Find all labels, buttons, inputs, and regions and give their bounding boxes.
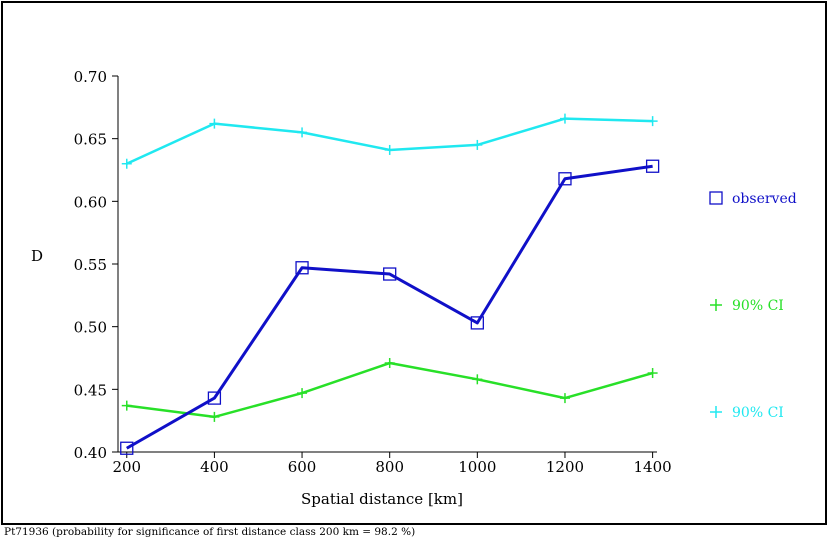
x-tick-label: 1400	[634, 458, 672, 476]
series-line	[126, 117, 653, 165]
legend-label: observed	[732, 191, 797, 207]
y-tick-label: 0.45	[74, 381, 107, 399]
chart-frame: 0.40 0.45 0.50 0.55 0.60 0.65 0.70 200 400 600 800…	[1, 1, 827, 525]
legend-marker	[710, 299, 722, 311]
y-tick-label: 0.70	[74, 68, 107, 86]
series-line	[126, 361, 653, 419]
legend-marker	[709, 191, 723, 205]
data-point	[209, 118, 220, 129]
data-point	[559, 393, 570, 404]
x-tick-label: 200	[112, 458, 141, 476]
series-line	[126, 164, 653, 450]
data-point	[297, 127, 308, 138]
data-point	[559, 113, 570, 124]
x-axis-label: Spatial distance [km]	[301, 490, 463, 508]
data-point	[297, 388, 308, 399]
data-point	[121, 400, 132, 411]
data-point	[120, 441, 134, 455]
x-tick-label: 800	[375, 458, 404, 476]
data-point	[645, 159, 660, 173]
chart-series	[120, 113, 660, 455]
data-point	[647, 368, 658, 379]
chart-axes: 0.40 0.45 0.50 0.55 0.60 0.65 0.70 200 400 600 800…	[74, 68, 672, 476]
x-tick-label: 1000	[458, 458, 496, 476]
x-tick-label: 1200	[546, 458, 584, 476]
data-point	[207, 391, 222, 405]
data-point	[472, 374, 483, 385]
legend-label: 90% CI	[732, 298, 784, 314]
data-point	[209, 411, 220, 422]
legend-marker	[710, 406, 722, 418]
data-point	[647, 116, 658, 127]
data-point	[121, 158, 132, 169]
data-point	[384, 358, 395, 369]
chart-legend: observed 90% CI 90% CI	[709, 191, 797, 421]
data-point	[472, 139, 483, 150]
y-axis-label: D	[31, 247, 43, 265]
data-point	[470, 316, 484, 330]
data-point	[295, 261, 309, 275]
y-tick-label: 0.40	[74, 444, 107, 462]
data-point	[383, 267, 397, 281]
figure-caption: Pt71936 (probability for significance of…	[4, 526, 416, 538]
line-chart: 0.40 0.45 0.50 0.55 0.60 0.65 0.70 200 400 600 800…	[31, 68, 797, 508]
legend-label: 90% CI	[732, 405, 784, 421]
data-point	[558, 172, 572, 186]
x-tick-label: 400	[200, 458, 229, 476]
y-tick-label: 0.65	[74, 131, 107, 149]
y-tick-label: 0.60	[74, 193, 107, 211]
data-point	[384, 144, 395, 155]
y-tick-label: 0.50	[74, 319, 107, 337]
y-tick-label: 0.55	[74, 256, 107, 274]
x-tick-label: 600	[288, 458, 317, 476]
